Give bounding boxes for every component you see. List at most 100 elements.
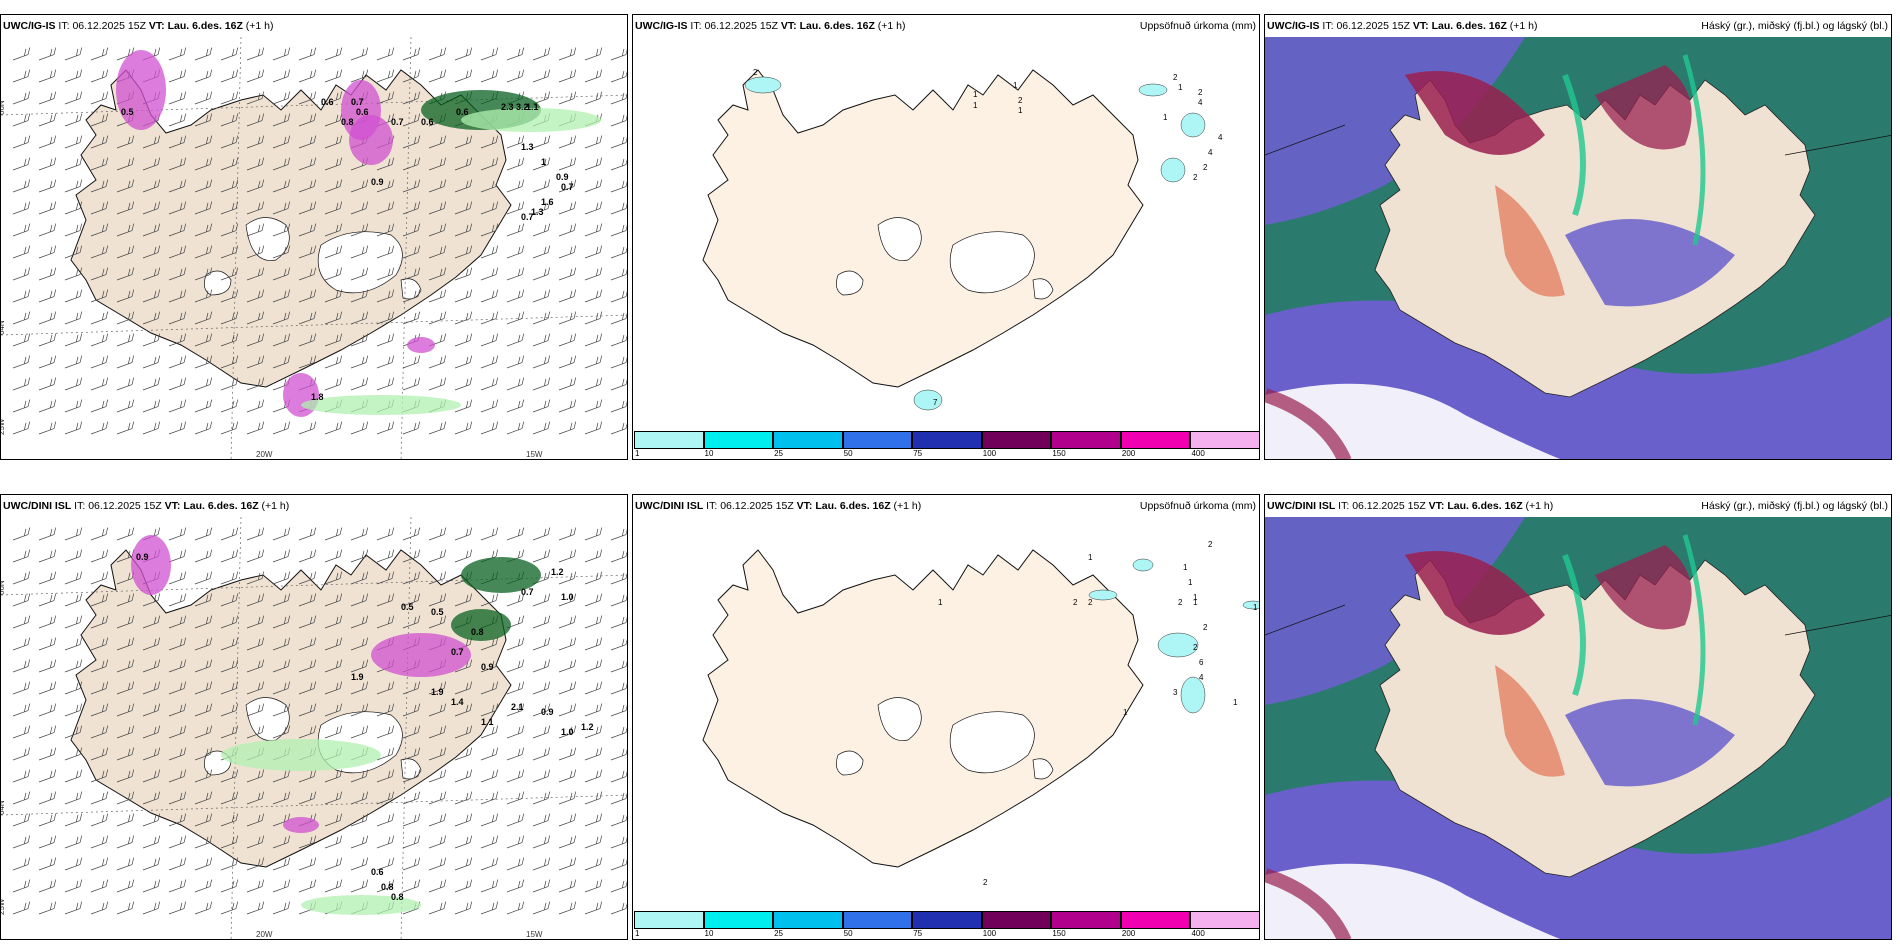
glacier: [949, 231, 1035, 294]
wind-barb: [142, 377, 161, 391]
wind-barb: [38, 421, 57, 435]
accum-value-label: 1: [1013, 81, 1018, 90]
wind-barb: [142, 311, 161, 325]
wind-barb: [532, 135, 551, 149]
accum-value-label: 4: [1218, 133, 1223, 142]
init-time: 06.12.2025 15Z: [88, 500, 162, 512]
colorbar-segment: [981, 431, 1052, 449]
wind-barb: [350, 725, 369, 739]
wind-barb: [220, 571, 239, 585]
wind-barb: [480, 69, 499, 83]
wind-barb: [428, 245, 447, 259]
wind-barb: [64, 311, 83, 325]
low-cloud-patch: [1595, 545, 1692, 630]
wind-barb: [64, 681, 83, 695]
wind-barb: [272, 791, 291, 805]
wind-barb: [116, 421, 135, 435]
precip-patch: [1160, 157, 1186, 183]
wind-barb: [532, 615, 551, 629]
wind-barb: [376, 223, 395, 237]
wind-barb: [116, 135, 135, 149]
colorbar-segment: [1190, 431, 1259, 449]
wind-barb: [38, 813, 57, 827]
precip-area: [116, 50, 166, 130]
wind-barb: [220, 659, 239, 673]
wind-barb: [116, 399, 135, 413]
wind-barb: [38, 857, 57, 871]
init-time: 06.12.2025 15Z: [1352, 500, 1426, 512]
wind-barb: [64, 113, 83, 127]
precip-area: [451, 609, 511, 641]
lead-time: (+1 h): [877, 20, 906, 32]
wind-barb: [38, 201, 57, 215]
colorbar: 1 10 25 50 75 100 150 200 400: [633, 911, 1259, 939]
wind-barb: [64, 791, 83, 805]
wind-barb: [194, 813, 213, 827]
wind-barb: [90, 527, 109, 541]
wind-barb: [220, 637, 239, 651]
wind-barb: [142, 637, 161, 651]
wind-barb: [194, 835, 213, 849]
latitude-label: 25W: [1, 898, 6, 915]
wind-barb: [90, 399, 109, 413]
wind-barb: [324, 223, 343, 237]
wind-barb: [454, 69, 473, 83]
wind-barb: [610, 571, 627, 585]
wind-barb: [272, 725, 291, 739]
colorbar-tick-label: 100: [982, 449, 997, 458]
wind-barb: [38, 835, 57, 849]
wind-barb: [506, 725, 525, 739]
mid-cloud-patch: [1565, 219, 1735, 307]
wind-barb: [90, 747, 109, 761]
wind-barb: [246, 549, 265, 563]
wind-barb: [324, 135, 343, 149]
wind-barb: [90, 179, 109, 193]
accum-value-label: 4: [1208, 148, 1213, 157]
wind-barb: [194, 769, 213, 783]
wind-barb: [246, 527, 265, 541]
it-label: IT:: [1338, 500, 1350, 512]
wind-barb: [532, 157, 551, 171]
wind-barb: [298, 703, 317, 717]
wind-barb: [558, 681, 577, 695]
precip-patch: [1180, 112, 1206, 138]
wind-barb: [350, 681, 369, 695]
wind-barb: [584, 69, 603, 83]
wind-barb: [272, 267, 291, 281]
wind-barb: [168, 421, 187, 435]
wind-barb: [402, 91, 421, 105]
wind-barb: [584, 527, 603, 541]
wind-barb: [506, 135, 525, 149]
wind-barb: [116, 201, 135, 215]
wind-barb: [532, 399, 551, 413]
wind-barb: [376, 377, 395, 391]
colorbar-segment: [981, 911, 1052, 929]
wind-barb: [272, 659, 291, 673]
wind-barb: [272, 527, 291, 541]
wind-barb: [220, 47, 239, 61]
wind-barb: [610, 179, 627, 193]
iceland-outline: [702, 549, 1144, 868]
wind-barb: [12, 157, 31, 171]
wind-barb: [506, 659, 525, 673]
wind-barb: [38, 69, 57, 83]
wind-barb: [168, 879, 187, 893]
precip-value-label: 0.8: [381, 882, 394, 892]
wind-barb: [12, 223, 31, 237]
wind-barb: [116, 157, 135, 171]
wind-barb: [194, 355, 213, 369]
wind-barb: [38, 355, 57, 369]
wind-barb: [220, 399, 239, 413]
wind-barb: [246, 289, 265, 303]
wind-barb: [298, 681, 317, 695]
wind-barb: [402, 377, 421, 391]
precip-value-label: 0.9: [556, 172, 569, 182]
wind-barb: [168, 135, 187, 149]
wind-barb: [116, 725, 135, 739]
wind-barb: [142, 769, 161, 783]
wind-barb: [532, 835, 551, 849]
wind-barb: [194, 703, 213, 717]
vt-label: VT:: [1412, 20, 1429, 32]
wind-barb: [38, 223, 57, 237]
wind-barb: [350, 527, 369, 541]
